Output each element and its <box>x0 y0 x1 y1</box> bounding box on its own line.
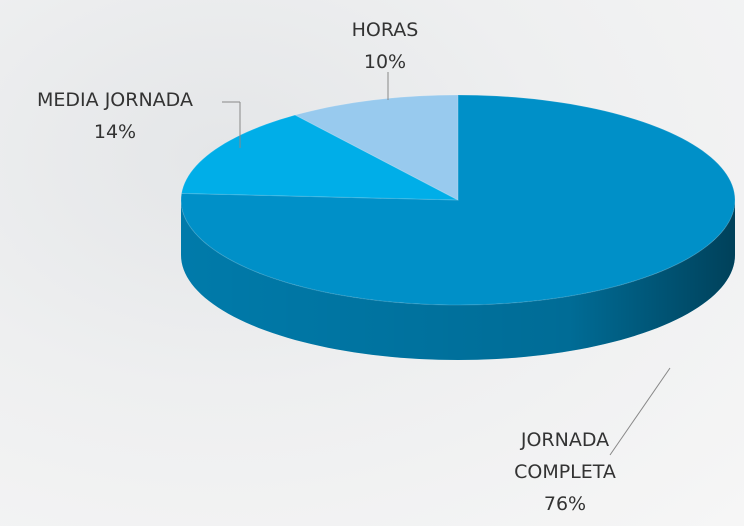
value-label: 14% <box>93 121 137 143</box>
slice-side-shade <box>181 200 735 360</box>
value-label: 76% <box>543 493 587 515</box>
slice <box>293 94 459 201</box>
data-label: HORAS 10% <box>320 14 450 78</box>
leader-line <box>609 367 671 456</box>
category-label: HORAS <box>351 19 419 41</box>
category-label: JORNADA COMPLETA <box>514 429 616 483</box>
slice <box>180 114 459 201</box>
category-label: MEDIA JORNADA <box>37 89 193 111</box>
value-label: 10% <box>363 51 407 73</box>
slice <box>180 94 736 306</box>
data-label: JORNADA COMPLETA 76% <box>490 424 640 520</box>
data-label: MEDIA JORNADA 14% <box>0 84 230 148</box>
